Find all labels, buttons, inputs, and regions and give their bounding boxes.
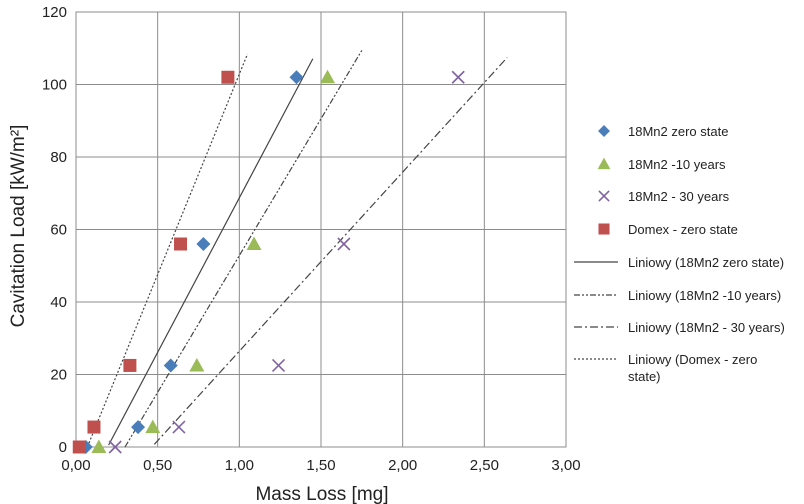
y-axis-title: Cavitation Load [kW/m²] — [8, 125, 29, 328]
data-points — [72, 69, 465, 454]
data-point-stroke — [108, 440, 122, 454]
legend-label: Liniowy (18Mn2 -10 years) — [628, 288, 781, 303]
data-point — [91, 439, 107, 453]
data-point — [131, 420, 146, 435]
data-point — [271, 358, 286, 373]
data-point — [163, 358, 178, 373]
y-tick-label: 0 — [59, 439, 67, 456]
legend-marker — [597, 157, 611, 170]
y-tick-label: 60 — [50, 222, 67, 239]
data-point-stroke — [598, 190, 610, 202]
legend-label: Domex - zero state — [628, 222, 738, 237]
data-point-stroke — [172, 420, 186, 434]
x-tick-labels: 0,00 0,50 1,00 1,50 2,00 2,50 3,00 — [61, 457, 580, 474]
data-point — [189, 357, 205, 372]
trendline — [86, 53, 249, 448]
trendlines — [86, 50, 508, 448]
grid-lines — [75, 11, 567, 448]
y-tick-label: 120 — [42, 4, 67, 21]
data-point — [196, 237, 211, 251]
legend-label: 18Mn2 zero state — [628, 124, 728, 139]
legend-marker — [598, 190, 610, 202]
data-point — [108, 440, 122, 454]
data-point — [289, 70, 304, 85]
data-point — [451, 70, 465, 84]
data-point-stroke — [451, 70, 465, 84]
data-point — [320, 69, 336, 84]
data-point — [172, 420, 186, 434]
y-tick-label: 40 — [50, 294, 67, 311]
legend-marker — [598, 223, 610, 235]
x-tick-label: 2,00 — [388, 457, 417, 474]
data-point — [87, 420, 101, 434]
x-tick-label: 2,50 — [470, 457, 499, 474]
x-tick-label: 0,00 — [61, 457, 90, 474]
data-point — [337, 237, 351, 251]
legend-label: 18Mn2 - 30 years — [628, 189, 730, 204]
y-tick-label: 20 — [50, 367, 67, 384]
data-point-stroke — [271, 358, 286, 373]
data-point — [123, 358, 137, 372]
x-tick-label: 0,50 — [143, 457, 172, 474]
x-axis-title: Mass Loss [mg] — [255, 484, 388, 504]
trendline — [124, 50, 363, 448]
legend-label: 18Mn2 -10 years — [628, 157, 726, 172]
y-tick-labels: 0 20 40 60 80 100 120 — [42, 4, 67, 456]
data-point — [221, 70, 235, 84]
legend: 18Mn2 zero state 18Mn2 -10 years 18Mn2 - 3… — [574, 124, 785, 384]
trendline — [108, 58, 314, 446]
x-tick-label: 3,00 — [551, 457, 580, 474]
x-tick-label: 1,50 — [306, 457, 335, 474]
plot-area-border — [75, 11, 567, 448]
y-tick-label: 100 — [42, 77, 67, 94]
data-point — [145, 419, 161, 434]
legend-marker — [598, 125, 610, 137]
legend-label: Liniowy (18Mn2 zero state) — [628, 255, 784, 270]
legend-label: Liniowy (Domex - zero state) — [628, 352, 757, 384]
y-tick-label: 80 — [50, 149, 67, 166]
data-point — [246, 236, 262, 250]
data-point — [72, 440, 86, 454]
data-point — [174, 237, 188, 251]
data-point-stroke — [337, 237, 351, 251]
x-tick-label: 1,00 — [225, 457, 254, 474]
legend-label: Liniowy (18Mn2 - 30 years) — [628, 320, 785, 335]
trendline — [153, 57, 508, 445]
